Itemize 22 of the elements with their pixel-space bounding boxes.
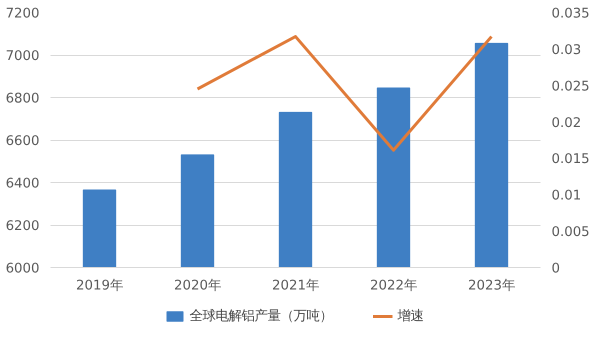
y2-tick-label: 0.03 — [552, 42, 582, 58]
y2-tick-label: 0.025 — [552, 79, 590, 94]
y-tick-label: 6200 — [6, 219, 40, 234]
x-tick-label: 2020年 — [174, 278, 221, 294]
y2-tick-label: 0.035 — [552, 6, 590, 22]
legend-label: 全球电解铝产量（万吨） — [190, 308, 332, 325]
x-tick-label: 2021年 — [272, 278, 319, 294]
y-tick-label: 6400 — [6, 176, 40, 192]
y2-tick-label: 0.01 — [552, 188, 582, 204]
y2-tick-label: 0.005 — [552, 225, 590, 240]
y2-tick-label: 0.015 — [552, 152, 590, 168]
y-tick-label: 7200 — [6, 6, 40, 22]
legend-label: 增速 — [398, 308, 424, 325]
y-tick-label: 6600 — [6, 134, 40, 149]
y-tick-label: 6000 — [6, 262, 40, 276]
y2-tick-label: 0.02 — [552, 116, 582, 131]
y-tick-label: 7000 — [6, 49, 40, 64]
x-tick-label: 2022年 — [370, 278, 417, 294]
x-tick-label: 2023年 — [468, 278, 515, 294]
y2-tick-label: 0 — [552, 262, 560, 276]
y-tick-label: 6800 — [6, 92, 40, 106]
x-tick-label: 2019年 — [76, 278, 123, 294]
